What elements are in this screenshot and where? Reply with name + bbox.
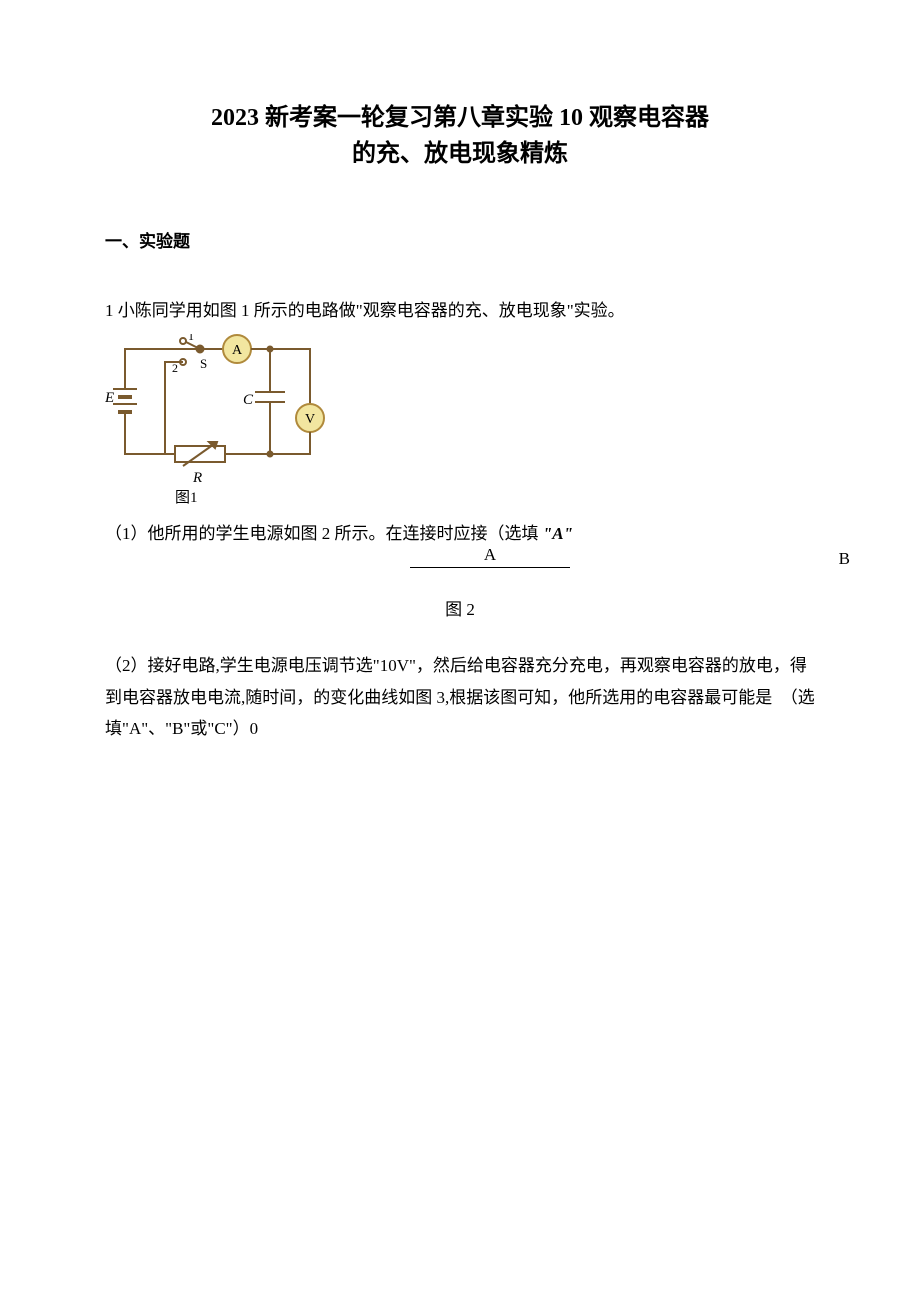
label-S: S xyxy=(200,356,207,371)
label-1: 1 xyxy=(188,334,194,343)
section-heading: 一、实验题 xyxy=(105,227,815,252)
title-line1: 2023 新考案一轮复习第八章实验 10 观察电容器 xyxy=(211,105,709,131)
circuit-figure: E 1 2 S A V C R 图1 xyxy=(105,334,815,514)
voltmeter-icon: V xyxy=(305,412,315,427)
label-C: C xyxy=(243,392,254,408)
label-2: 2 xyxy=(172,361,178,375)
ammeter-icon: A xyxy=(232,343,243,358)
q1-prefix: （1）他所用的学生电源如图 2 所示。在连接时应接（选填 xyxy=(105,524,539,543)
question-intro: 1 小陈同学用如图 1 所示的电路做"观察电容器的充、放电现象"实验。 xyxy=(105,297,815,326)
title-line2: 的充、放电现象精炼 xyxy=(352,141,568,167)
fig1-caption: 图1 xyxy=(175,489,198,506)
fig2-caption: 图 2 xyxy=(105,595,815,620)
circuit-diagram: E 1 2 S A V C R 图1 xyxy=(105,334,330,509)
label-R: R xyxy=(192,470,202,486)
page-title: 2023 新考案一轮复习第八章实验 10 观察电容器 的充、放电现象精炼 xyxy=(105,100,815,172)
q1-answer-hint: "A" xyxy=(543,524,573,543)
label-b: B xyxy=(839,549,850,569)
question-2-text: （2）接好电路,学生电源电压调节选"10V"，然后给电容器充分充电，再观察电容器… xyxy=(105,650,815,744)
label-a-underline: A xyxy=(410,545,570,568)
label-E: E xyxy=(105,390,114,406)
row-a-b: A B xyxy=(105,549,815,573)
